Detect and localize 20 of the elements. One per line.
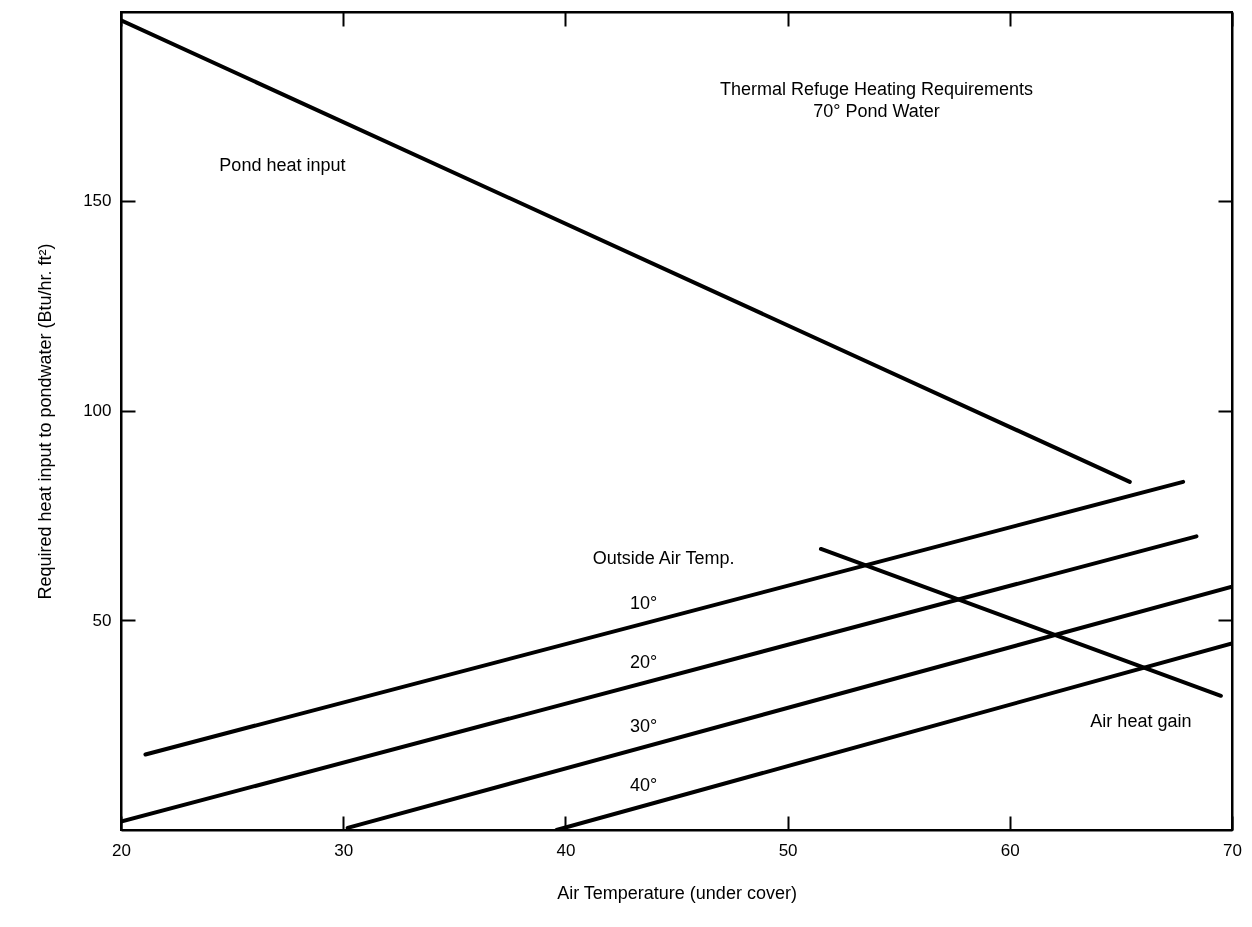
x-tick-label: 50 xyxy=(778,840,798,860)
y-axis-title: Required heat input to pondwater (Btu/hr. ft²) xyxy=(35,243,56,600)
text: 70° Pond Water xyxy=(813,101,940,121)
annotation: Outside Air Temp. xyxy=(592,547,735,568)
series-label: 10° xyxy=(629,592,658,613)
series-label: 40° xyxy=(629,774,658,795)
series-label: 30° xyxy=(629,716,658,737)
x-axis-title: Air Temperature (under cover) xyxy=(557,882,797,903)
series-label: 20° xyxy=(629,652,658,673)
series-label: Pond heat input xyxy=(219,155,346,176)
series-label: Air heat gain xyxy=(1090,711,1192,732)
x-tick-label: 20 xyxy=(112,840,131,860)
x-tick-label: 30 xyxy=(334,840,354,860)
x-tick-label: 60 xyxy=(1000,840,1020,860)
x-tick-label: 70 xyxy=(1223,840,1242,860)
y-tick-label: 100 xyxy=(83,401,112,421)
y-tick-label: 150 xyxy=(83,191,112,211)
x-tick-label: 40 xyxy=(556,840,576,860)
y-tick-label: 50 xyxy=(92,610,112,630)
text: Thermal Refuge Heating Requirements xyxy=(719,79,1034,99)
